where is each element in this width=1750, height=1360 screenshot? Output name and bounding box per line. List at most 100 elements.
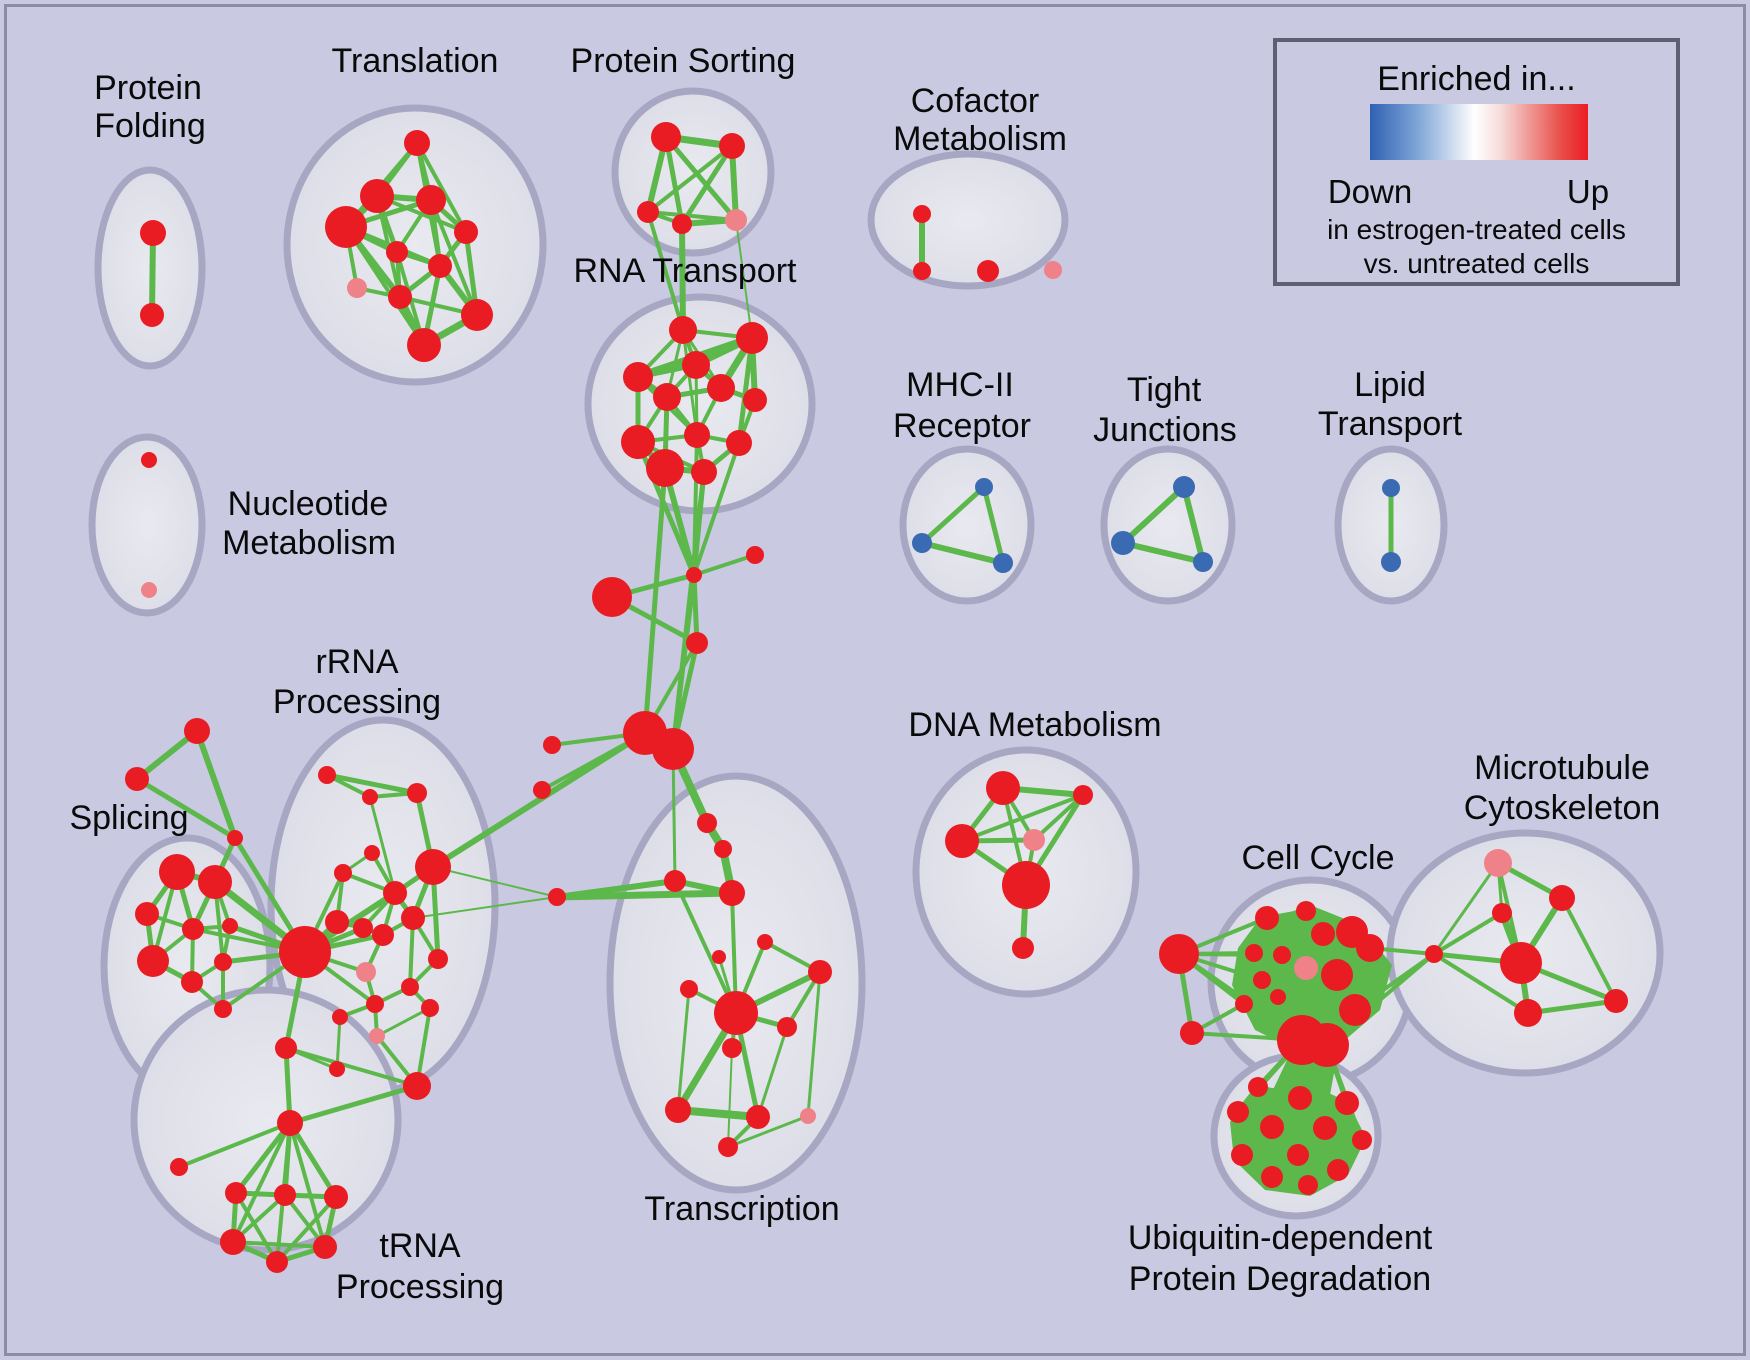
edge-sn3-ts4 [553,889,736,901]
edge-t3-t10 [429,198,479,317]
edge-ts14-ts8 [806,970,822,1118]
legend-box: Enriched in... Down Up in estrogen-treat… [1273,38,1680,286]
legend-subtitle-line1: in estrogen-treated cells [1327,214,1626,245]
node-ts2 [714,840,732,858]
cluster-label-nucleotide-metabolism: Nucleotide [228,485,389,523]
edge-st2-st3 [134,776,238,841]
edge-rt11-hub2 [642,465,668,736]
cluster-label-microtubule-cytoskeleton: Microtubule [1474,749,1650,787]
node-cc13 [1270,989,1286,1005]
edge-ps4-rt1 [679,221,686,333]
node-rt9 [621,425,655,459]
cluster-label-mhc-ii-receptor: Receptor [893,407,1031,445]
node-t4 [325,206,367,248]
node-ps1 [651,122,681,152]
cluster-label-cofactor-metabolism: Metabolism [893,120,1067,158]
cluster-label-nucleotide-metabolism: Metabolism [222,524,396,562]
node-pf1 [140,220,166,246]
node-cc1 [1159,934,1199,974]
node-rr1 [318,766,336,784]
edge-ts11-ts15 [727,1047,733,1148]
node-ts5 [757,934,773,950]
legend-down-label: Down [1327,173,1413,210]
edge-tj2-tj3 [1120,540,1206,565]
node-nm1 [141,452,157,468]
node-tn2 [277,1110,303,1136]
node-rr19 [329,1061,345,1077]
cluster-bubble-mhc-ii-receptor [899,445,1035,605]
cluster-label-lipid-transport: Transport [1318,405,1463,443]
node-sp5 [222,918,238,934]
cluster-bubble-nucleotide-metabolism [88,433,206,617]
node-t11 [407,328,441,362]
node-cc2 [1180,1021,1204,1045]
node-cc11 [1253,971,1271,989]
node-rr20 [403,1072,431,1100]
node-dm3 [945,824,979,858]
node-ts4 [719,880,745,906]
node-mc1 [1484,849,1512,877]
edge-ts3-ts9 [673,879,738,1015]
edge-tn2-tn3 [177,1121,292,1169]
cluster-label-protein-folding: Protein [94,69,202,107]
edge-tj1-tj2 [1120,484,1187,546]
node-ub1 [1248,1077,1268,1097]
cluster-label-lipid-transport: Lipid [1354,366,1426,404]
edge-dm2-dm4 [1032,793,1085,842]
cluster-label-mhc-ii-receptor: MHC-II [906,366,1014,404]
node-st3 [227,830,243,846]
node-ts8 [808,960,832,984]
cluster-label-microtubule-cytoskeleton: Cytoskeleton [1464,789,1661,827]
cluster-label-tight-junctions: Junctions [1093,411,1237,449]
node-ub2 [1288,1086,1312,1110]
edge-j1-hub3 [670,572,697,752]
node-ub9 [1352,1130,1372,1150]
node-t10 [461,299,493,331]
node-sp2 [198,865,232,899]
node-rt12 [691,459,717,485]
node-mc5 [1604,989,1628,1013]
node-tj1 [1173,476,1195,498]
node-rr7 [325,910,349,934]
node-t3 [416,185,446,215]
node-rr18 [421,999,439,1017]
node-rr10 [401,906,425,930]
edge-j1-j2 [692,553,757,577]
node-ts12 [665,1097,691,1123]
node-rr2 [362,789,378,805]
edge-ub10-ub11 [1270,1168,1340,1179]
node-rt10 [726,430,752,456]
edge-ts14-ts15 [726,1114,810,1149]
legend-up-label: Up [1566,173,1610,210]
edge-mh2-mh3 [919,540,1006,566]
node-cc7 [1356,934,1384,962]
node-cm3 [977,260,999,282]
node-hub3 [652,728,694,770]
node-rr13 [356,962,376,982]
node-pf2 [140,303,164,327]
node-ts7 [680,980,698,998]
node-tj2 [1111,531,1135,555]
edge-rt2-rt10 [736,335,755,446]
node-cc4 [1296,901,1316,921]
node-rr4 [334,864,352,882]
node-dm2 [1073,785,1093,805]
edge-ps1-ps5 [663,134,739,223]
edge-mh1-mh3 [981,484,1006,566]
node-t8 [347,278,367,298]
edge-tj1-tj3 [1181,484,1206,565]
edge-tn6-tn9 [275,1195,338,1264]
node-t6 [386,241,408,263]
cluster-label-cofactor-metabolism: Cofactor [911,82,1040,120]
node-t1 [404,130,430,156]
node-rr3 [407,783,427,803]
node-cm1 [913,205,931,223]
cluster-label-rrna-processing: Processing [273,683,441,721]
edge-rr16-rr18 [375,1006,432,1038]
node-ub8 [1287,1144,1309,1166]
node-n1 [686,632,708,654]
node-sp7 [181,971,203,993]
node-ts13 [746,1105,770,1129]
nodes-layer [125,122,1628,1273]
